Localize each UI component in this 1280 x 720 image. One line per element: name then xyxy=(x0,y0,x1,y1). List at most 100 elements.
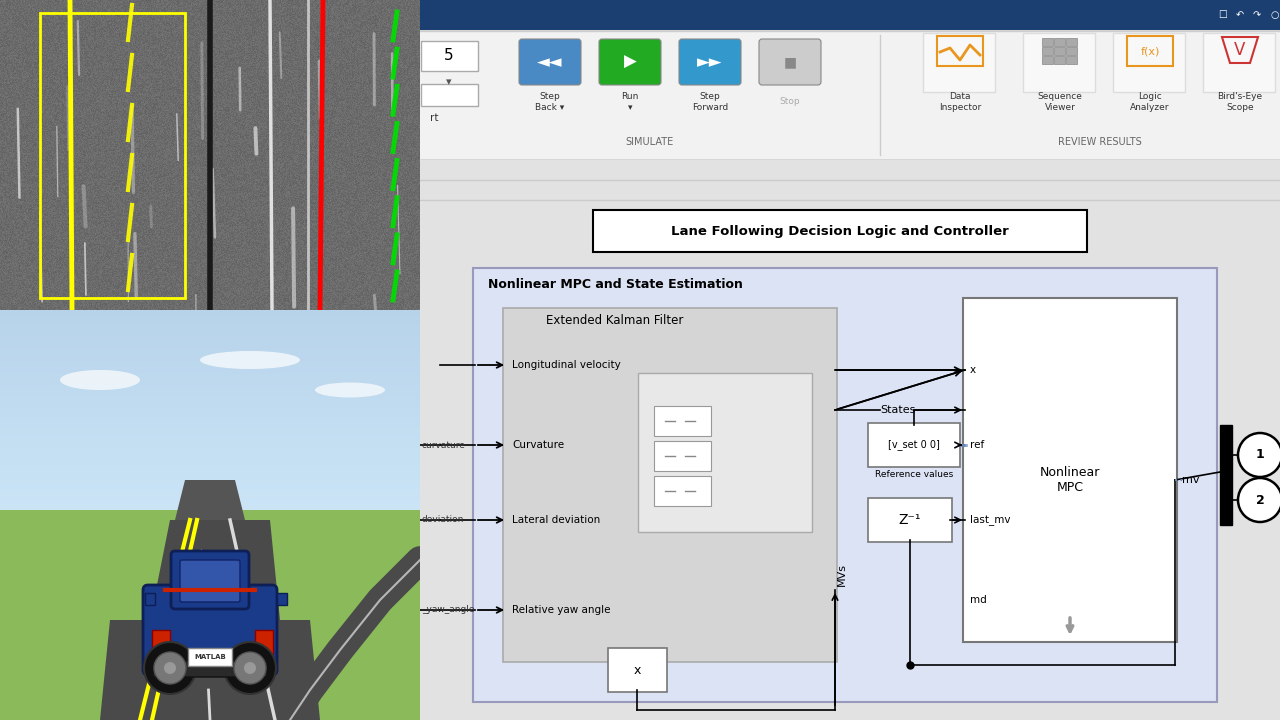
Text: Extended Kalman Filter: Extended Kalman Filter xyxy=(547,313,684,326)
FancyBboxPatch shape xyxy=(923,33,995,92)
Bar xyxy=(420,30,1280,160)
Ellipse shape xyxy=(315,382,385,397)
Bar xyxy=(40,13,186,298)
Text: Lateral deviation: Lateral deviation xyxy=(512,515,600,525)
FancyBboxPatch shape xyxy=(678,39,741,85)
Text: States: States xyxy=(881,405,915,415)
FancyBboxPatch shape xyxy=(654,441,710,471)
Text: Nonlinear MPC and State Estimation: Nonlinear MPC and State Estimation xyxy=(488,279,742,292)
Text: rt: rt xyxy=(430,113,439,123)
FancyBboxPatch shape xyxy=(1042,55,1052,63)
Bar xyxy=(276,593,287,605)
Circle shape xyxy=(164,662,177,674)
Text: ↷: ↷ xyxy=(1253,10,1261,20)
Text: ▶: ▶ xyxy=(623,53,636,71)
Polygon shape xyxy=(100,620,320,720)
Polygon shape xyxy=(0,520,220,720)
Text: last_mv: last_mv xyxy=(970,515,1010,526)
Text: ◄◄: ◄◄ xyxy=(538,53,563,71)
Polygon shape xyxy=(220,520,420,720)
Text: Run
▾: Run ▾ xyxy=(621,92,639,112)
Polygon shape xyxy=(175,480,244,520)
Bar xyxy=(1220,425,1231,525)
FancyBboxPatch shape xyxy=(421,84,477,106)
Text: [v_set 0 0]: [v_set 0 0] xyxy=(888,439,940,451)
FancyBboxPatch shape xyxy=(963,298,1178,642)
Text: Logic
Analyzer: Logic Analyzer xyxy=(1130,92,1170,112)
FancyBboxPatch shape xyxy=(637,373,812,532)
Circle shape xyxy=(244,662,256,674)
FancyBboxPatch shape xyxy=(1065,55,1076,63)
Ellipse shape xyxy=(60,370,140,390)
FancyBboxPatch shape xyxy=(1042,37,1052,45)
Text: deviation: deviation xyxy=(422,516,465,524)
Text: SIMULATE: SIMULATE xyxy=(626,137,675,147)
FancyBboxPatch shape xyxy=(1203,33,1275,92)
Bar xyxy=(145,593,155,605)
FancyBboxPatch shape xyxy=(1065,47,1076,55)
Text: ○: ○ xyxy=(1271,10,1279,20)
FancyBboxPatch shape xyxy=(654,476,710,506)
Text: Bird's-Eye
Scope: Bird's-Eye Scope xyxy=(1217,92,1262,112)
Text: 1: 1 xyxy=(1256,449,1265,462)
Text: 2: 2 xyxy=(1256,493,1265,506)
FancyBboxPatch shape xyxy=(180,560,241,602)
FancyBboxPatch shape xyxy=(599,39,660,85)
Text: Nonlinear
MPC: Nonlinear MPC xyxy=(1039,466,1101,494)
FancyBboxPatch shape xyxy=(1053,47,1065,55)
Text: ►►: ►► xyxy=(698,53,723,71)
FancyBboxPatch shape xyxy=(1023,33,1094,92)
Text: Lane Following Decision Logic and Controller: Lane Following Decision Logic and Contro… xyxy=(671,225,1009,238)
Bar xyxy=(420,0,1280,30)
Text: mv: mv xyxy=(1181,475,1199,485)
Text: Stop: Stop xyxy=(780,97,800,107)
FancyBboxPatch shape xyxy=(421,41,477,71)
Circle shape xyxy=(1238,433,1280,477)
Text: Longitudinal velocity: Longitudinal velocity xyxy=(512,360,621,370)
Text: x: x xyxy=(970,365,977,375)
Circle shape xyxy=(1238,478,1280,522)
Bar xyxy=(152,630,170,660)
FancyBboxPatch shape xyxy=(868,498,952,542)
Text: _yaw_angle: _yaw_angle xyxy=(422,606,475,614)
FancyBboxPatch shape xyxy=(143,585,276,675)
Polygon shape xyxy=(131,520,291,720)
FancyBboxPatch shape xyxy=(1053,37,1065,45)
FancyBboxPatch shape xyxy=(1065,37,1076,45)
FancyBboxPatch shape xyxy=(1114,33,1185,92)
Text: Z⁻¹: Z⁻¹ xyxy=(899,513,922,527)
FancyBboxPatch shape xyxy=(154,661,268,677)
Circle shape xyxy=(224,642,276,694)
Text: REVIEW RESULTS: REVIEW RESULTS xyxy=(1059,137,1142,147)
FancyBboxPatch shape xyxy=(759,39,820,85)
Circle shape xyxy=(143,642,196,694)
Text: Step
Back ▾: Step Back ▾ xyxy=(535,92,564,112)
Bar xyxy=(255,630,273,660)
Bar xyxy=(188,648,232,666)
FancyBboxPatch shape xyxy=(474,268,1217,702)
Text: Step
Forward: Step Forward xyxy=(692,92,728,112)
FancyBboxPatch shape xyxy=(1042,47,1052,55)
Text: Data
Inspector: Data Inspector xyxy=(938,92,982,112)
Text: md: md xyxy=(970,595,987,605)
FancyBboxPatch shape xyxy=(1053,55,1065,63)
FancyBboxPatch shape xyxy=(503,308,837,662)
Text: MVs: MVs xyxy=(837,564,847,587)
Text: Sequence
Viewer: Sequence Viewer xyxy=(1038,92,1083,112)
Text: ▾: ▾ xyxy=(447,77,452,87)
Text: Curvature: Curvature xyxy=(512,440,564,450)
FancyBboxPatch shape xyxy=(654,406,710,436)
Text: ■: ■ xyxy=(783,55,796,69)
Text: curvature: curvature xyxy=(422,441,466,449)
FancyBboxPatch shape xyxy=(868,423,960,467)
Text: ref: ref xyxy=(970,440,984,450)
Text: ↶: ↶ xyxy=(1236,10,1244,20)
Text: ☐: ☐ xyxy=(1219,10,1228,20)
Text: Reference values: Reference values xyxy=(874,470,954,479)
Ellipse shape xyxy=(200,351,300,369)
FancyBboxPatch shape xyxy=(518,39,581,85)
Bar xyxy=(0,510,420,525)
FancyBboxPatch shape xyxy=(593,210,1087,252)
Text: x: x xyxy=(634,664,641,677)
Text: MATLAB: MATLAB xyxy=(195,654,225,660)
